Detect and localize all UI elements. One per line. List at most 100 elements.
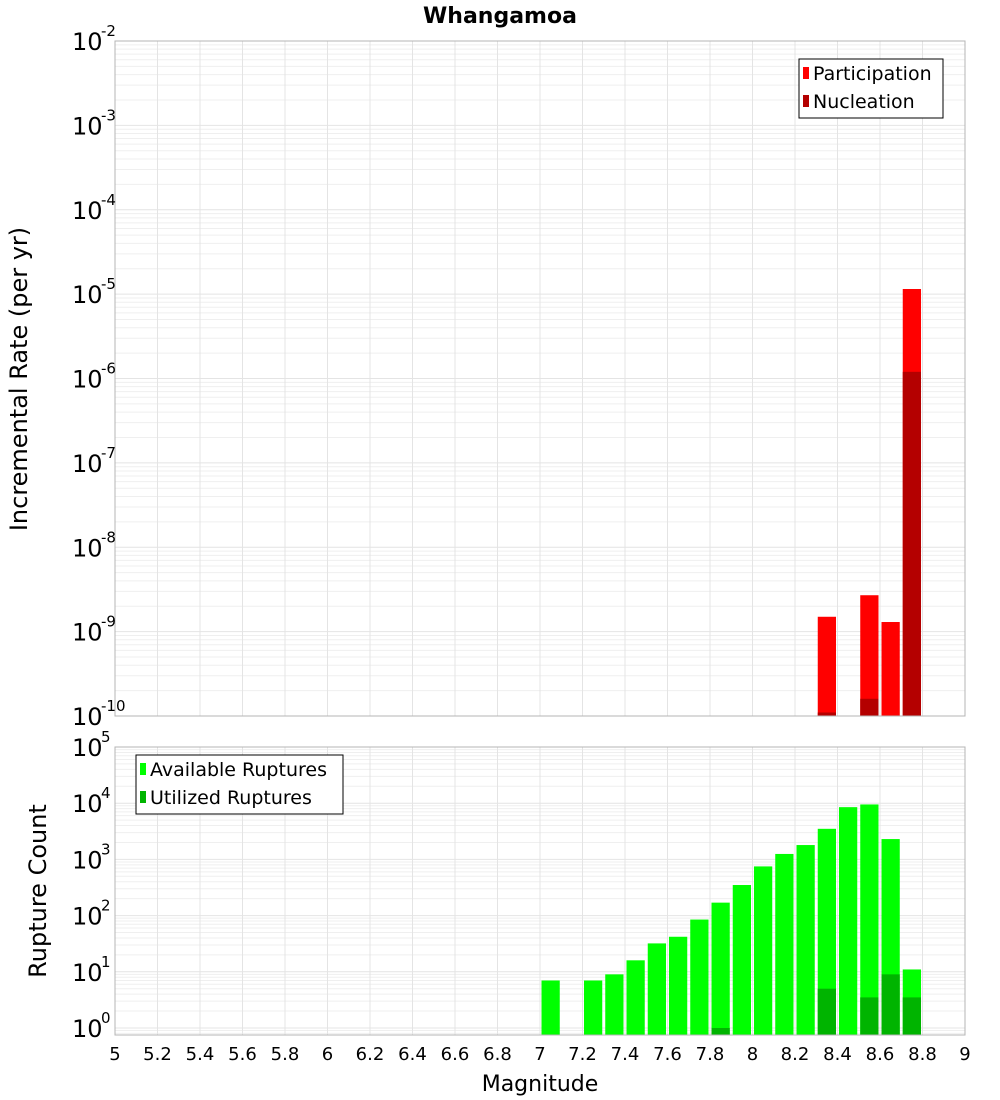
bar <box>690 919 709 1035</box>
y-tick-label: 10 <box>72 959 103 987</box>
y-tick-labels: 10-210-310-410-510-610-710-810-910-10 <box>72 22 126 731</box>
legend-box <box>798 58 944 119</box>
x-axis-label: Magnitude <box>482 1072 599 1097</box>
bar <box>584 980 603 1035</box>
x-tick-label: 5.4 <box>186 1044 215 1065</box>
series-nucleation <box>817 371 921 716</box>
bar <box>775 853 794 1035</box>
x-tick-label: 8.8 <box>908 1044 937 1065</box>
y-tick-label: 10 <box>72 112 103 140</box>
y-tick-exponent: -4 <box>101 191 116 209</box>
x-tick-label: 6.4 <box>398 1044 427 1065</box>
y-tick-exponent: 3 <box>101 840 111 858</box>
chart-title: Whangamoa <box>423 4 577 29</box>
bar <box>541 980 560 1035</box>
y-tick-exponent: 2 <box>101 897 111 915</box>
y-tick-label: 10 <box>72 281 103 309</box>
y-tick-label: 10 <box>72 28 103 56</box>
plot-frame <box>114 40 966 717</box>
y-tick-exponent: -5 <box>101 275 116 293</box>
x-tick-label: 8 <box>747 1044 758 1065</box>
y-tick-label: 10 <box>72 534 103 562</box>
bar <box>902 371 921 716</box>
y-tick-exponent: 1 <box>101 953 111 971</box>
y-tick-exponent: 0 <box>101 1009 111 1027</box>
x-tick-label: 5.8 <box>271 1044 300 1065</box>
x-tick-label: 7.2 <box>568 1044 597 1065</box>
legend-box <box>135 754 344 815</box>
x-tick-label: 8.2 <box>781 1044 810 1065</box>
x-tick-label: 7.4 <box>611 1044 640 1065</box>
legend-swatch <box>803 67 809 79</box>
x-tick-label: 8.4 <box>823 1044 852 1065</box>
bar <box>647 943 666 1035</box>
y-tick-label: 10 <box>72 619 103 647</box>
x-tick-label: 7.8 <box>696 1044 725 1065</box>
legend: Participation Nucleation <box>798 58 944 119</box>
x-tick-label: 5.6 <box>228 1044 257 1065</box>
rate-y-axis-label: Incremental Rate (per yr) <box>5 227 33 531</box>
x-tick-label: 6 <box>322 1044 333 1065</box>
x-tick-label: 7.6 <box>653 1044 682 1065</box>
y-tick-label: 10 <box>72 703 103 731</box>
x-tick-label: 8.6 <box>866 1044 895 1065</box>
y-tick-label: 10 <box>72 366 103 394</box>
bar <box>881 974 900 1035</box>
bar <box>860 997 879 1035</box>
legend: Available Ruptures Utilized Ruptures <box>135 754 344 815</box>
bar <box>860 804 879 1035</box>
bar <box>817 828 836 1035</box>
count-y-axis-label: Rupture Count <box>24 804 52 978</box>
y-tick-label: 10 <box>72 450 103 478</box>
x-tick-label: 6.8 <box>483 1044 512 1065</box>
y-tick-exponent: -9 <box>101 613 116 631</box>
y-tick-exponent: -8 <box>101 528 116 546</box>
y-tick-label: 10 <box>72 790 103 818</box>
rate-plot-panel: 10-210-310-410-510-610-710-810-910-10 Par… <box>72 22 966 731</box>
gridlines <box>114 40 966 717</box>
x-tick-label: 6.6 <box>441 1044 470 1065</box>
series-utilized-ruptures <box>711 974 921 1035</box>
bar <box>669 936 688 1035</box>
y-tick-exponent: 5 <box>101 728 111 746</box>
y-tick-exponent: -10 <box>101 697 126 715</box>
x-tick-label: 7 <box>534 1044 545 1065</box>
bar <box>711 902 730 1035</box>
legend-label: Available Ruptures <box>150 759 327 781</box>
y-tick-label: 10 <box>72 1015 103 1043</box>
x-tick-label: 5.2 <box>143 1044 172 1065</box>
x-tick-label: 9 <box>959 1044 970 1065</box>
bar <box>860 595 879 716</box>
y-tick-label: 10 <box>72 846 103 874</box>
bar <box>881 622 900 716</box>
bar <box>860 698 879 716</box>
y-tick-label: 10 <box>72 197 103 225</box>
bar <box>817 616 836 716</box>
legend-swatch <box>140 763 146 775</box>
legend-swatch <box>803 95 809 107</box>
bar <box>626 960 645 1035</box>
x-tick-labels: 5 5.2 5.4 5.6 5.8 6 6.2 6.4 6.6 6.8 7 7.2 7.4 7.6 7.8 8… <box>109 1044 970 1065</box>
bar <box>839 807 858 1035</box>
y-tick-label: 10 <box>72 734 103 762</box>
bar <box>902 997 921 1035</box>
y-tick-exponent: -6 <box>101 360 116 378</box>
y-tick-exponent: -7 <box>101 444 116 462</box>
x-tick-label: 5 <box>109 1044 120 1065</box>
y-tick-label: 10 <box>72 903 103 931</box>
legend-label: Utilized Ruptures <box>150 787 312 809</box>
y-tick-exponent: -3 <box>101 106 116 124</box>
bar <box>817 712 836 716</box>
legend-label: Nucleation <box>813 91 915 113</box>
bar <box>732 885 751 1035</box>
bar <box>754 866 773 1035</box>
y-tick-exponent: 4 <box>101 784 111 802</box>
x-tick-label: 6.2 <box>356 1044 385 1065</box>
bar <box>711 1027 730 1035</box>
bar <box>605 974 624 1035</box>
bar <box>817 988 836 1035</box>
legend-label: Participation <box>813 63 932 85</box>
